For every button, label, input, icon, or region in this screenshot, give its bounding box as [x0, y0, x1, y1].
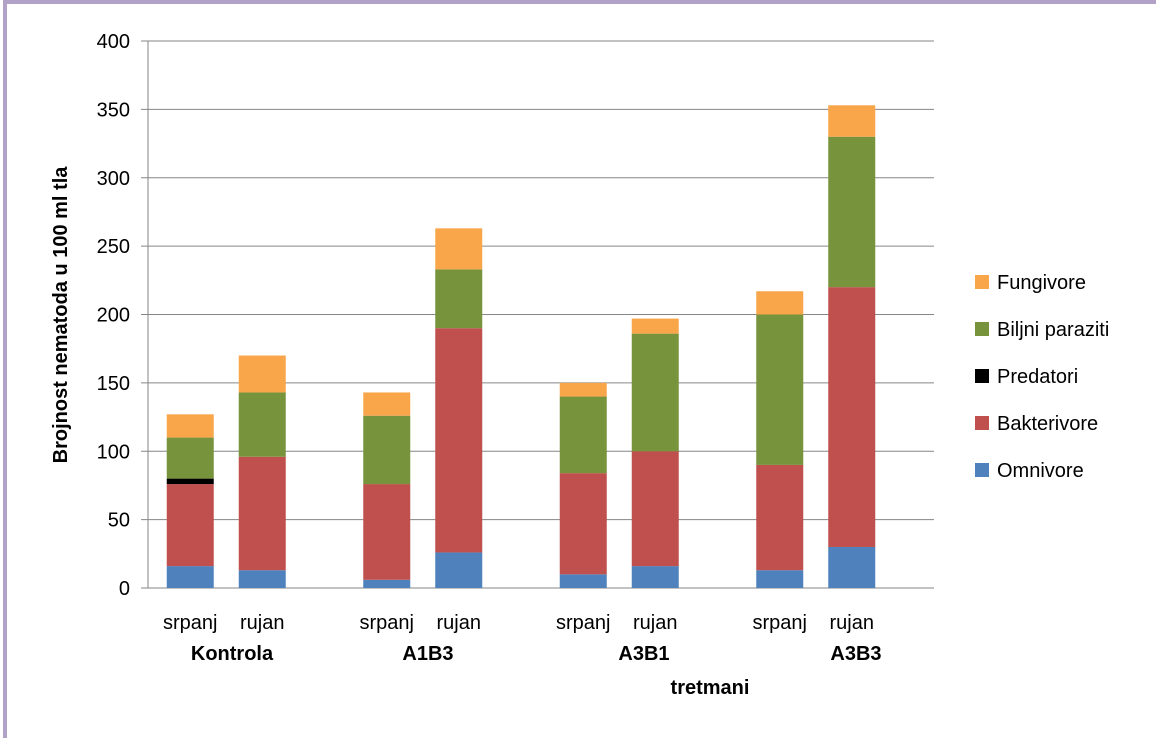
- x-category-label: rujan: [240, 612, 284, 634]
- y-tick-label: 250: [97, 236, 130, 258]
- y-tick-label: 150: [97, 373, 130, 395]
- bar-segment-omnivore: [756, 570, 804, 588]
- y-tick-label: 350: [97, 99, 130, 121]
- bar-segment-biljni-paraziti: [166, 437, 214, 479]
- bar-segment-fungivore: [435, 228, 483, 270]
- bar-segment-omnivore: [435, 552, 483, 588]
- bar-segment-omnivore: [238, 570, 286, 588]
- bar-segment-bakterivore: [559, 473, 607, 575]
- y-axis-title: Brojnost nematoda u 100 ml tla: [50, 166, 72, 464]
- bar-segment-fungivore: [363, 392, 411, 416]
- bar-segment-bakterivore: [631, 451, 679, 567]
- legend-swatch: [975, 322, 989, 336]
- legend-label: Biljni paraziti: [997, 319, 1109, 341]
- y-tick-label: 200: [97, 305, 130, 327]
- bar-segment-biljni-paraziti: [756, 314, 804, 465]
- bar-segment-biljni-paraziti: [238, 392, 286, 457]
- x-axis-title: tretmani: [671, 677, 750, 699]
- y-tick-label: 100: [97, 441, 130, 463]
- x-group-label: Kontrola: [191, 643, 274, 665]
- bar-segment-omnivore: [363, 579, 411, 588]
- bar-segment-fungivore: [238, 355, 286, 393]
- y-tick-label: 0: [119, 578, 130, 600]
- legend: Fungivore Biljni paraziti Predatori Bakteri…: [975, 272, 1109, 482]
- y-tick-label: 50: [108, 510, 130, 532]
- bar-segment-omnivore: [631, 566, 679, 588]
- bar-segment-biljni-paraziti: [828, 136, 876, 288]
- bar-segment-bakterivore: [435, 328, 483, 553]
- bar-segment-biljni-paraziti: [363, 415, 411, 485]
- x-axis-labels: srpanj rujan srpanj rujan srpanj rujan srpanj r…: [163, 612, 882, 665]
- x-group-label: A3B1: [618, 643, 669, 665]
- y-axis-ticks: 0 50 100 150 200 250 300 350 400: [97, 31, 130, 600]
- bar-segment-fungivore: [631, 318, 679, 334]
- legend-label: Omnivore: [997, 460, 1084, 482]
- bar-segment-fungivore: [559, 382, 607, 397]
- x-category-label: srpanj: [163, 612, 217, 634]
- x-category-label: srpanj: [360, 612, 414, 634]
- x-group-label: A3B3: [830, 643, 881, 665]
- y-tick-label: 300: [97, 168, 130, 190]
- bar-segment-bakterivore: [828, 287, 876, 547]
- bar-segment-bakterivore: [166, 484, 214, 567]
- bar-segment-biljni-paraziti: [435, 269, 483, 329]
- y-tick-label: 400: [97, 31, 130, 53]
- bar-segment-fungivore: [166, 414, 214, 438]
- x-category-label: rujan: [437, 612, 481, 634]
- x-group-label: A1B3: [402, 643, 453, 665]
- x-category-label: rujan: [830, 612, 874, 634]
- x-category-label: srpanj: [753, 612, 807, 634]
- legend-swatch: [975, 416, 989, 430]
- bar-segment-omnivore: [559, 574, 607, 588]
- bar-segment-biljni-paraziti: [559, 396, 607, 474]
- bar-segment-bakterivore: [238, 456, 286, 571]
- bar-segment-omnivore: [166, 566, 214, 588]
- x-category-label: srpanj: [556, 612, 610, 634]
- bar-segment-bakterivore: [756, 464, 804, 571]
- legend-label: Fungivore: [997, 272, 1086, 294]
- legend-label: Predatori: [997, 366, 1078, 388]
- bar-segment-predatori: [166, 478, 214, 485]
- legend-swatch: [975, 275, 989, 289]
- x-category-label: rujan: [633, 612, 677, 634]
- bar-segment-fungivore: [756, 291, 804, 315]
- bar-segment-fungivore: [828, 105, 876, 137]
- bars: [166, 105, 876, 588]
- legend-label: Bakterivore: [997, 413, 1098, 435]
- legend-swatch: [975, 369, 989, 383]
- bar-segment-bakterivore: [363, 484, 411, 580]
- bar-segment-omnivore: [828, 546, 876, 588]
- legend-swatch: [975, 463, 989, 477]
- bar-segment-biljni-paraziti: [631, 333, 679, 452]
